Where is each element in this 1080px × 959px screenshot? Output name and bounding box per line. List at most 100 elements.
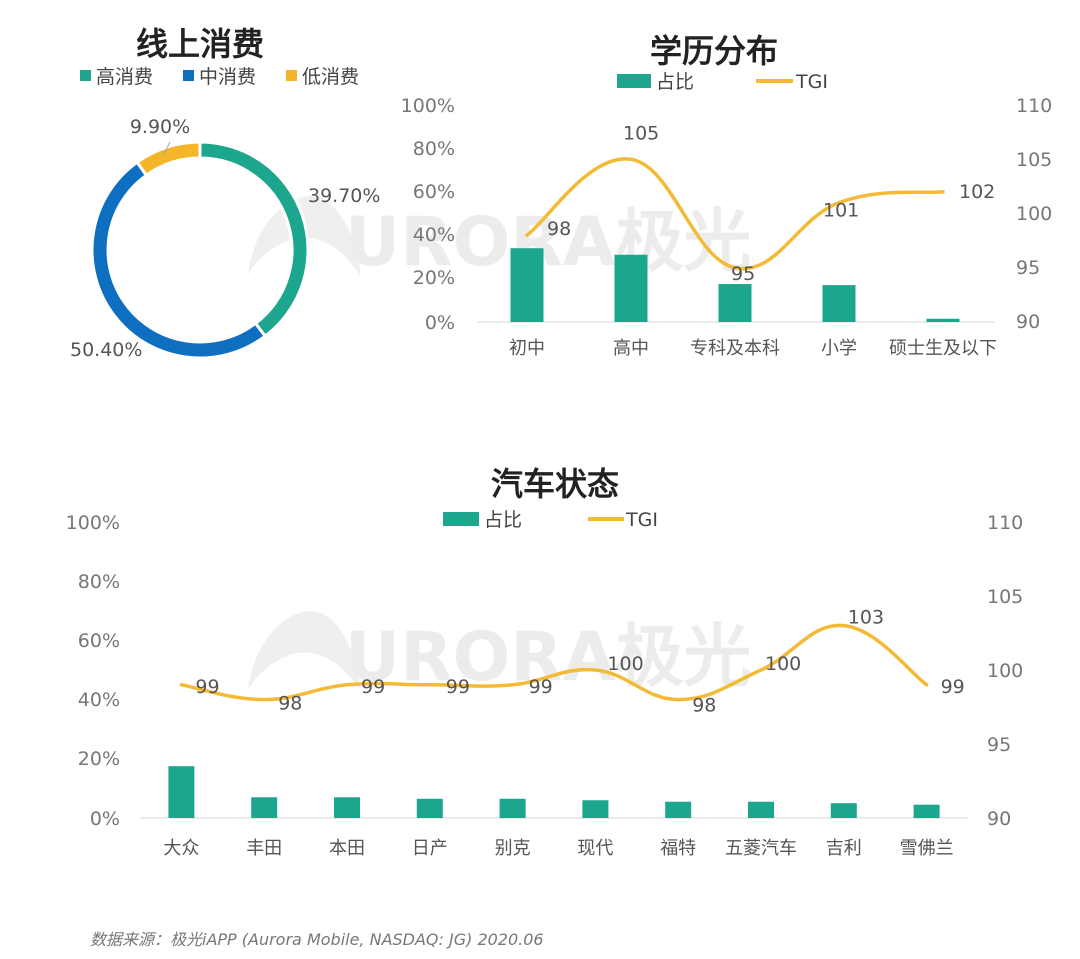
y2-tick: 110: [987, 512, 1023, 534]
category-label: 现代: [577, 838, 613, 859]
y2-tick: 90: [1016, 311, 1040, 333]
y-tick: 100%: [401, 95, 455, 117]
category-label: 大众: [163, 838, 199, 859]
tgi-label: 105: [623, 122, 659, 144]
bar-8: [748, 801, 774, 818]
tgi-label: 102: [959, 181, 995, 203]
watermark-top: URORA极光: [248, 196, 751, 282]
legend-swatch-share: [617, 74, 651, 88]
education-y-axis-left: 100% 80% 60% 40% 20% 0%: [401, 95, 455, 334]
legend-swatch-low: [286, 70, 297, 81]
y2-tick: 100: [987, 660, 1023, 682]
category-label: 五菱汽车: [725, 838, 797, 859]
category-label: 吉利: [826, 838, 862, 859]
legend-label-mid: 中消费: [199, 66, 256, 88]
education-legend: 占比 TGI: [617, 71, 828, 93]
bar-5: [926, 318, 960, 322]
tgi-label: 103: [848, 607, 884, 629]
legend-label-high: 高消费: [96, 66, 153, 88]
car-tgi-line: [179, 623, 929, 702]
tgi-label: 99: [361, 676, 385, 698]
y-tick: 20%: [78, 748, 120, 770]
online-consumption-chart: 线上消费 高消费 中消费 低消费 9.90% 39.70% 50.40%: [70, 25, 380, 361]
tgi-label: 99: [529, 676, 553, 698]
education-title: 学历分布: [650, 32, 778, 70]
tgi-label: 99: [446, 676, 470, 698]
y2-tick: 105: [987, 586, 1023, 608]
y-tick: 0%: [90, 808, 120, 830]
legend-label-tgi: TGI: [625, 509, 658, 531]
bar-9: [830, 803, 857, 818]
bar-3: [334, 797, 360, 818]
car-y-axis-left: 100% 80% 60% 40% 20% 0%: [66, 512, 120, 830]
education-y-axis-right: 110 105 100 95 90: [1016, 95, 1052, 333]
category-label: 小学: [821, 338, 857, 359]
bar-7: [665, 801, 692, 818]
tgi-label: 99: [941, 676, 965, 698]
online-consumption-title: 线上消费: [136, 25, 264, 63]
legend-label-share: 占比: [656, 71, 694, 93]
category-label: 日产: [412, 838, 448, 859]
bar-1: [168, 766, 195, 818]
y2-tick: 95: [1016, 257, 1040, 279]
car-tgi-labels: 99 98 99 99 99 100 98 100 103 99: [195, 607, 964, 717]
car-y-axis-right: 110 105 100 95 90: [987, 512, 1023, 830]
category-label: 福特: [660, 838, 696, 859]
category-label: 雪佛兰: [900, 838, 954, 859]
pie-label-mid: 50.40%: [70, 339, 142, 361]
y-tick: 80%: [413, 138, 455, 160]
y-tick: 100%: [66, 512, 120, 534]
bar-3: [718, 284, 752, 322]
education-tgi-labels: 98 105 95 101 102: [547, 122, 995, 285]
bar-2: [251, 797, 278, 818]
y-tick: 60%: [78, 630, 120, 652]
tgi-line-path: [525, 157, 945, 271]
legend-label-share: 占比: [484, 509, 522, 531]
education-tgi-line: [525, 157, 945, 271]
y-tick: 20%: [413, 267, 455, 289]
category-label: 硕士生及以下: [889, 338, 997, 359]
legend-swatch-high: [80, 70, 91, 81]
y-tick: 40%: [78, 689, 120, 711]
tgi-label: 101: [823, 200, 859, 222]
category-label: 初中: [509, 338, 545, 359]
car-categories: 大众 丰田 本田 日产 别克 现代 福特 五菱汽车 吉利 雪佛兰: [163, 838, 953, 859]
education-bars: [510, 248, 960, 322]
education-categories: 初中 高中 专科及本科 小学 硕士生及以下: [509, 338, 997, 359]
y2-tick: 110: [1016, 95, 1052, 117]
donut-slices: [90, 140, 310, 360]
y2-tick: 105: [1016, 149, 1052, 171]
category-label: 专科及本科: [690, 338, 780, 359]
y-tick: 40%: [413, 224, 455, 246]
y2-tick: 95: [987, 734, 1011, 756]
legend-label-low: 低消费: [302, 66, 359, 88]
pie-label-low: 9.90%: [130, 116, 190, 138]
category-label: 别克: [495, 838, 531, 859]
category-label: 高中: [613, 338, 649, 359]
bar-1: [510, 248, 544, 322]
tgi-line-path: [179, 623, 929, 702]
car-status-chart: 汽车状态 占比 TGI 100% 80% 60% 40% 20% 0% 110 …: [66, 465, 1024, 859]
pie-slice-low: [134, 140, 202, 178]
car-legend: 占比 TGI: [443, 509, 658, 531]
pie-slice-mid: [90, 160, 268, 360]
bar-2: [614, 254, 648, 322]
tgi-label: 98: [692, 695, 716, 717]
y-tick: 60%: [413, 181, 455, 203]
tgi-label: 95: [731, 263, 755, 285]
legend-swatch-share: [443, 512, 479, 526]
bar-10: [913, 804, 940, 818]
source-note: 数据来源：极光iAPP (Aurora Mobile, NASDAQ: JG) …: [90, 930, 544, 949]
car-bars: [168, 766, 940, 818]
tgi-label: 98: [547, 218, 571, 240]
legend-label-tgi: TGI: [795, 71, 828, 93]
bar-5: [499, 798, 526, 818]
y2-tick: 90: [987, 808, 1011, 830]
legend-swatch-mid: [183, 70, 194, 81]
donut-legend: 高消费 中消费 低消费: [80, 66, 359, 88]
tgi-label: 100: [607, 653, 643, 675]
tgi-label: 98: [278, 693, 302, 715]
y-tick: 0%: [425, 312, 455, 334]
pie-slice-high: [198, 140, 310, 339]
